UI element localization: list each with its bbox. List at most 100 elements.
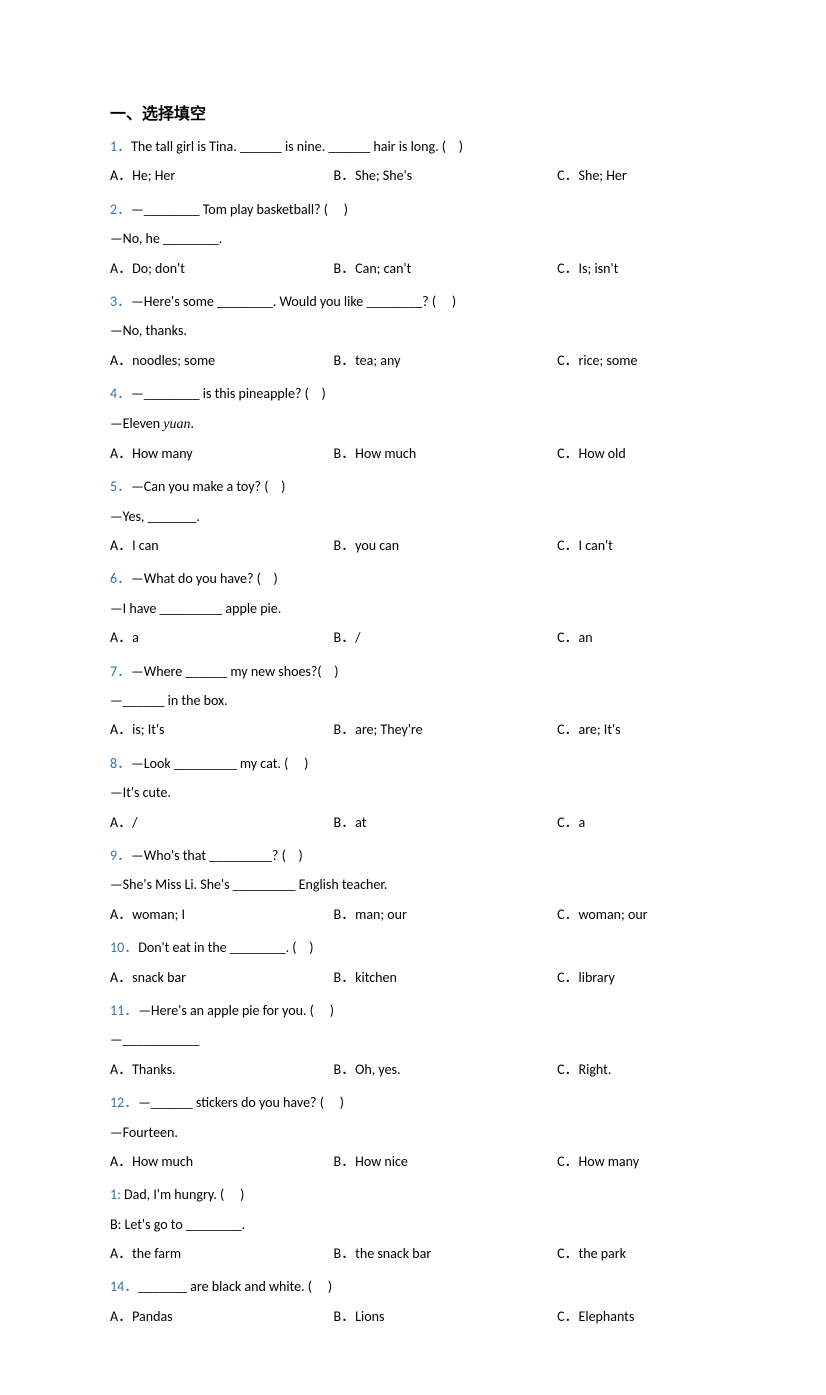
options-row: A．I canB．you canC．I can't <box>110 531 716 560</box>
option-b[interactable]: B．Oh, yes. <box>334 1055 558 1084</box>
option-b[interactable]: B．you can <box>334 531 558 560</box>
question-3: 3．—Here's some ________. Would you like … <box>110 287 716 375</box>
question-14: 14．_______ are black and white. ( )A．Pan… <box>110 1272 716 1331</box>
options-row: A．He; HerB．She; She'sC．She; Her <box>110 161 716 190</box>
option-b[interactable]: B．are; They're <box>334 715 558 744</box>
question-line: —I have _________ apple pie. <box>110 594 716 623</box>
question-number: 4． <box>110 385 131 402</box>
question-line: 1: Dad, I'm hungry. ( ) <box>110 1180 716 1209</box>
question-line: —___________ <box>110 1025 716 1054</box>
question-line: 14．_______ are black and white. ( ) <box>110 1272 716 1301</box>
options-row: A．woman; IB．man; ourC．woman; our <box>110 900 716 929</box>
option-a[interactable]: A．snack bar <box>110 963 334 992</box>
question-text: —Who's that _________? ( ) <box>131 847 303 864</box>
option-b[interactable]: B．Lions <box>334 1302 558 1331</box>
question-10: 10．Don't eat in the ________. ( )A．snack… <box>110 933 716 992</box>
option-a[interactable]: A．I can <box>110 531 334 560</box>
italic-text: yuan <box>163 417 190 432</box>
questions-container: 1．The tall girl is Tina. ______ is nine.… <box>110 132 716 1331</box>
question-line: B: Let's go to ________. <box>110 1210 716 1239</box>
question-line: 12．—______ stickers do you have? ( ) <box>110 1088 716 1117</box>
option-a[interactable]: A．Pandas <box>110 1302 334 1331</box>
question-text: Dad, I'm hungry. ( ) <box>121 1186 245 1203</box>
option-c[interactable]: C．an <box>557 623 716 652</box>
question-line: 1．The tall girl is Tina. ______ is nine.… <box>110 132 716 161</box>
question-number: 6． <box>110 570 131 587</box>
question-number: 8． <box>110 755 131 772</box>
options-row: A．is; It'sB．are; They'reC．are; It's <box>110 715 716 744</box>
question-line: 8．—Look _________ my cat. ( ) <box>110 749 716 778</box>
question-line: 9．—Who's that _________? ( ) <box>110 841 716 870</box>
question-line: —Yes, _______. <box>110 502 716 531</box>
question-text: —Here's some ________. Would you like __… <box>131 293 456 310</box>
option-a[interactable]: A．How many <box>110 439 334 468</box>
option-b[interactable]: B．How nice <box>334 1147 558 1176</box>
options-row: A．Thanks.B．Oh, yes.C．Right. <box>110 1055 716 1084</box>
question-number: 14． <box>110 1278 138 1295</box>
question-text: —________ is this pineapple? ( ) <box>131 385 326 402</box>
option-b[interactable]: B．She; She's <box>334 161 558 190</box>
option-c[interactable]: C．How old <box>557 439 716 468</box>
option-a[interactable]: A．/ <box>110 808 334 837</box>
question-6: 6．—What do you have? ( ) —I have ________… <box>110 564 716 652</box>
question-number: 2． <box>110 201 131 218</box>
options-row: A．Do; don'tB．Can; can'tC．Is; isn't <box>110 254 716 283</box>
option-b[interactable]: B．/ <box>334 623 558 652</box>
option-a[interactable]: A．Do; don't <box>110 254 334 283</box>
worksheet-page: 一、选择填空 1．The tall girl is Tina. ______ i… <box>0 0 826 1395</box>
options-row: A．PandasB．LionsC．Elephants <box>110 1302 716 1331</box>
question-11: 11．—Here's an apple pie for you. ( )—___… <box>110 996 716 1084</box>
question-5: 5．—Can you make a toy? ( )—Yes, _______.… <box>110 472 716 560</box>
option-c[interactable]: C．library <box>557 963 716 992</box>
option-b[interactable]: B．the snack bar <box>334 1239 558 1268</box>
option-a[interactable]: A．Thanks. <box>110 1055 334 1084</box>
option-c[interactable]: C．the park <box>557 1239 716 1268</box>
option-b[interactable]: B．kitchen <box>334 963 558 992</box>
option-c[interactable]: C．How many <box>557 1147 716 1176</box>
question-line: —Eleven yuan. <box>110 409 716 439</box>
options-row: A．aB．/C．an <box>110 623 716 652</box>
question-text-after: . <box>191 415 195 432</box>
option-c[interactable]: C．I can't <box>557 531 716 560</box>
option-a[interactable]: A．woman; I <box>110 900 334 929</box>
option-b[interactable]: B．How much <box>334 439 558 468</box>
option-a[interactable]: A．the farm <box>110 1239 334 1268</box>
question-text: —What do you have? ( ) <box>131 570 278 587</box>
option-c[interactable]: C．Right. <box>557 1055 716 1084</box>
question-number: 9． <box>110 847 131 864</box>
question-line: —Fourteen. <box>110 1118 716 1147</box>
question-1: 1．The tall girl is Tina. ______ is nine.… <box>110 132 716 191</box>
question-text: —Eleven <box>110 415 163 432</box>
option-b[interactable]: B．Can; can't <box>334 254 558 283</box>
question-text: —Can you make a toy? ( ) <box>131 478 285 495</box>
option-c[interactable]: C．are; It's <box>557 715 716 744</box>
option-b[interactable]: B．tea; any <box>334 346 558 375</box>
option-a[interactable]: A．noodles; some <box>110 346 334 375</box>
option-c[interactable]: C．rice; some <box>557 346 716 375</box>
option-b[interactable]: B．at <box>334 808 558 837</box>
options-row: A．noodles; someB．tea; anyC．rice; some <box>110 346 716 375</box>
option-c[interactable]: C．a <box>557 808 716 837</box>
question-4: 4．—________ is this pineapple? ( ) —Eleve… <box>110 379 716 468</box>
question-line: —No, thanks. <box>110 316 716 345</box>
question-number: 12． <box>110 1094 138 1111</box>
option-c[interactable]: C．She; Her <box>557 161 716 190</box>
option-a[interactable]: A．He; Her <box>110 161 334 190</box>
option-a[interactable]: A．How much <box>110 1147 334 1176</box>
option-c[interactable]: C．woman; our <box>557 900 716 929</box>
options-row: A．/B．atC．a <box>110 808 716 837</box>
option-c[interactable]: C．Is; isn't <box>557 254 716 283</box>
question-line: 5．—Can you make a toy? ( ) <box>110 472 716 501</box>
question-number: 11． <box>110 1002 138 1019</box>
option-b[interactable]: B．man; our <box>334 900 558 929</box>
option-c[interactable]: C．Elephants <box>557 1302 716 1331</box>
question-line: 10．Don't eat in the ________. ( ) <box>110 933 716 962</box>
options-row: A．the farmB．the snack barC．the park <box>110 1239 716 1268</box>
question-text: Don't eat in the ________. ( ) <box>138 939 313 956</box>
question-line: —It's cute. <box>110 778 716 807</box>
question-line: —______ in the box. <box>110 686 716 715</box>
question-number: 3． <box>110 293 131 310</box>
option-a[interactable]: A．is; It's <box>110 715 334 744</box>
question-9: 9．—Who's that _________? ( )—She's Miss … <box>110 841 716 929</box>
option-a[interactable]: A．a <box>110 623 334 652</box>
